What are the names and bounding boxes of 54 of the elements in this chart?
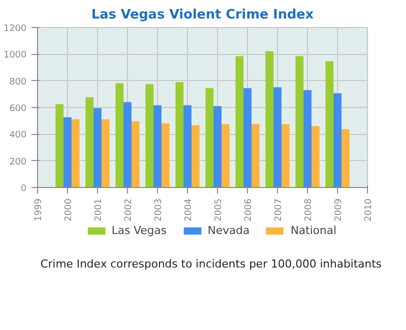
bar xyxy=(214,106,222,188)
y-tick-label: 400 xyxy=(9,130,27,141)
x-tick-label: 1999 xyxy=(34,198,44,222)
bar xyxy=(282,124,290,188)
x-tick-label: 2003 xyxy=(154,198,164,222)
bar xyxy=(274,87,282,188)
bar xyxy=(326,61,334,188)
bar xyxy=(176,82,184,188)
y-tick-label: 1200 xyxy=(4,24,27,34)
bar xyxy=(56,104,64,188)
bar xyxy=(116,83,124,188)
bar xyxy=(192,125,200,188)
x-tick-label: 2000 xyxy=(64,198,74,222)
bar xyxy=(64,117,72,188)
bar xyxy=(146,84,154,188)
bar xyxy=(244,88,252,188)
bar xyxy=(252,124,260,188)
x-tick-label: 2002 xyxy=(124,198,134,222)
y-tick-label: 200 xyxy=(9,157,27,168)
x-tick-label: 2006 xyxy=(244,198,254,222)
bar xyxy=(342,129,350,188)
bar xyxy=(334,93,342,188)
x-tick-label: 2005 xyxy=(214,198,224,222)
x-tick-label: 2008 xyxy=(304,198,314,222)
text: Crime Index corresponds to incidents per 100,000 inhabitants xyxy=(40,258,382,270)
y-tick-label: 0 xyxy=(20,184,27,194)
bar xyxy=(296,56,304,188)
bar xyxy=(266,51,274,188)
bar xyxy=(94,108,102,188)
bar xyxy=(236,56,244,188)
legend-label: National xyxy=(290,224,336,237)
chart-title: Las Vegas Violent Crime Index xyxy=(91,8,314,22)
bar xyxy=(222,124,230,188)
x-tick-label: 2009 xyxy=(334,198,344,222)
bar xyxy=(206,88,214,188)
y-tick-label: 600 xyxy=(9,104,27,114)
bar xyxy=(184,105,192,188)
legend-label: Nevada xyxy=(208,224,250,237)
y-tick-label: 800 xyxy=(9,77,27,88)
y-tick-label: 1000 xyxy=(4,50,27,61)
bar xyxy=(154,105,162,188)
bar xyxy=(312,126,320,188)
bar xyxy=(86,97,94,188)
bar xyxy=(132,121,140,188)
x-tick-label: 2007 xyxy=(274,198,284,222)
bar xyxy=(162,123,170,188)
bar xyxy=(124,102,132,188)
x-tick-label: 2010 xyxy=(364,198,374,222)
bar xyxy=(102,119,110,188)
legend-label: Las Vegas xyxy=(112,224,167,237)
bar xyxy=(72,119,80,188)
x-tick-label: 2001 xyxy=(94,198,104,222)
bar xyxy=(304,90,312,188)
x-tick-label: 2004 xyxy=(184,198,194,222)
